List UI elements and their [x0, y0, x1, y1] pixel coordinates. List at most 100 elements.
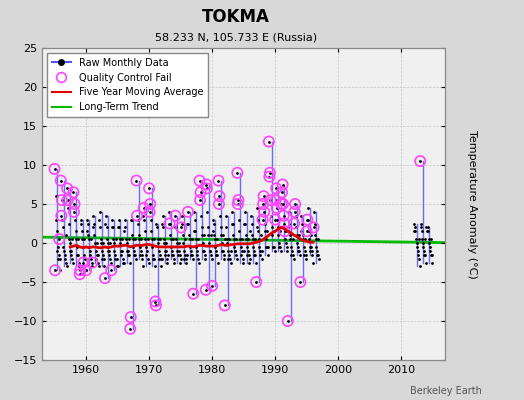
- Point: [224, 255, 233, 262]
- Point: [78, 236, 86, 242]
- Point: [302, 228, 311, 234]
- Point: [219, 232, 227, 238]
- Point: [241, 220, 249, 227]
- Point: [302, 228, 311, 234]
- Point: [170, 255, 178, 262]
- Point: [297, 228, 305, 234]
- Point: [199, 248, 208, 254]
- Point: [142, 244, 150, 250]
- Point: [187, 248, 195, 254]
- Point: [151, 298, 160, 305]
- Point: [223, 236, 231, 242]
- Point: [175, 240, 183, 246]
- Point: [172, 224, 180, 230]
- Point: [91, 240, 99, 246]
- Point: [147, 228, 156, 234]
- Point: [70, 209, 78, 215]
- Point: [73, 252, 81, 258]
- Point: [76, 267, 84, 274]
- Point: [285, 220, 293, 227]
- Point: [222, 212, 230, 219]
- Point: [307, 232, 315, 238]
- Point: [136, 252, 144, 258]
- Point: [118, 255, 127, 262]
- Point: [141, 228, 149, 234]
- Point: [190, 228, 198, 234]
- Point: [114, 216, 123, 223]
- Point: [420, 248, 428, 254]
- Point: [60, 248, 68, 254]
- Point: [79, 244, 87, 250]
- Point: [138, 255, 146, 262]
- Point: [139, 212, 148, 219]
- Point: [294, 244, 302, 250]
- Point: [280, 220, 288, 227]
- Point: [99, 252, 107, 258]
- Point: [69, 259, 77, 266]
- Point: [245, 252, 253, 258]
- Point: [212, 248, 221, 254]
- Point: [301, 252, 310, 258]
- Point: [171, 212, 180, 219]
- Point: [414, 248, 422, 254]
- Point: [135, 236, 143, 242]
- Point: [234, 197, 243, 203]
- Point: [209, 228, 217, 234]
- Point: [66, 248, 74, 254]
- Point: [314, 255, 323, 262]
- Point: [117, 248, 126, 254]
- Point: [173, 248, 182, 254]
- Point: [286, 236, 294, 242]
- Point: [228, 220, 237, 227]
- Point: [266, 197, 275, 203]
- Point: [266, 170, 274, 176]
- Point: [172, 236, 181, 242]
- Point: [102, 224, 111, 230]
- Point: [141, 236, 150, 242]
- Point: [194, 236, 202, 242]
- Point: [193, 248, 202, 254]
- Point: [58, 216, 67, 223]
- Point: [68, 255, 77, 262]
- Point: [196, 189, 205, 196]
- Point: [304, 216, 312, 223]
- Point: [70, 201, 79, 207]
- Point: [195, 178, 204, 184]
- Point: [213, 252, 222, 258]
- Point: [425, 244, 434, 250]
- Point: [214, 259, 222, 266]
- Point: [195, 178, 204, 184]
- Point: [283, 248, 291, 254]
- Point: [424, 228, 432, 234]
- Point: [84, 236, 93, 242]
- Point: [413, 244, 421, 250]
- Point: [231, 248, 239, 254]
- Point: [190, 209, 199, 215]
- Point: [155, 255, 163, 262]
- Point: [138, 263, 147, 270]
- Point: [226, 255, 234, 262]
- Point: [310, 220, 319, 227]
- Point: [184, 209, 192, 215]
- Point: [271, 197, 280, 203]
- Point: [205, 240, 213, 246]
- Point: [170, 259, 179, 266]
- Point: [120, 228, 128, 234]
- Point: [234, 201, 242, 207]
- Point: [239, 248, 248, 254]
- Point: [51, 267, 59, 274]
- Point: [313, 248, 321, 254]
- Point: [67, 248, 75, 254]
- Point: [234, 197, 243, 203]
- Point: [145, 185, 154, 192]
- Point: [213, 236, 221, 242]
- Point: [290, 209, 299, 215]
- Point: [210, 232, 219, 238]
- Point: [230, 236, 238, 242]
- Point: [162, 248, 170, 254]
- Point: [92, 252, 101, 258]
- Point: [165, 220, 173, 227]
- Point: [256, 252, 264, 258]
- Point: [112, 236, 120, 242]
- Point: [171, 212, 180, 219]
